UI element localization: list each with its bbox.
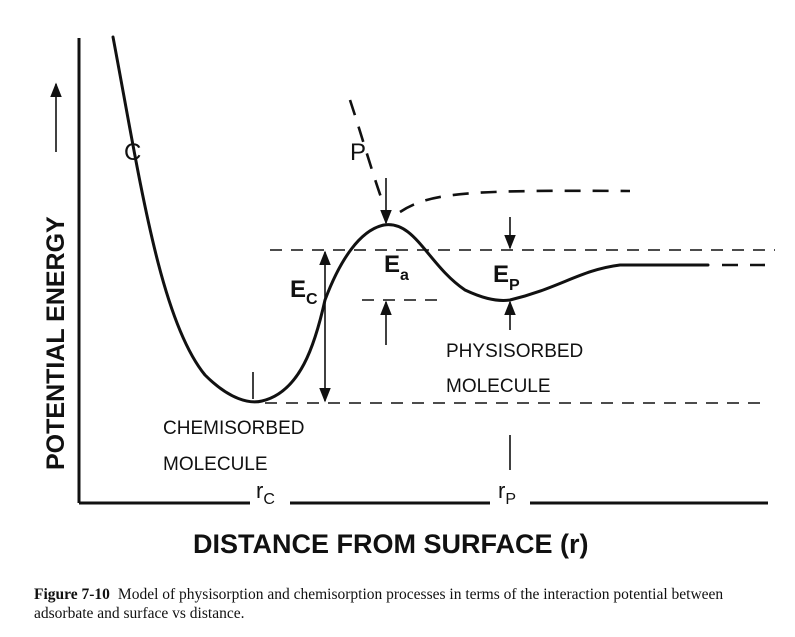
chemisorbed-label: MOLECULE [163, 454, 268, 475]
rc-label: rC [256, 478, 275, 508]
curve-c-label: C [124, 139, 141, 166]
chemisorbed-label: CHEMISORBED [163, 418, 304, 439]
rp-label: rP [498, 478, 516, 508]
curve-p-label: P [350, 139, 366, 166]
ec-label: EC [290, 276, 318, 308]
physisorbed-label: MOLECULE [446, 376, 551, 397]
figure-caption: Figure 7-10 Model of physisorption and ch… [34, 585, 779, 623]
y-axis-label: POTENTIAL ENERGY [42, 216, 70, 470]
ep-label: EP [493, 261, 520, 294]
physisorbed-label: PHYSISORBED [446, 341, 583, 362]
caption-text: Model of physisorption and chemisorption… [34, 586, 724, 622]
chemisorption-dashed-branch [399, 189, 631, 214]
chemisorption-curve [111, 35, 710, 404]
figure-number: Figure 7-10 [34, 586, 110, 603]
ea-label: Ea [384, 251, 409, 284]
x-axis-label: DISTANCE FROM SURFACE (r) [193, 529, 589, 559]
physisorption-dashed-curve [348, 99, 384, 201]
